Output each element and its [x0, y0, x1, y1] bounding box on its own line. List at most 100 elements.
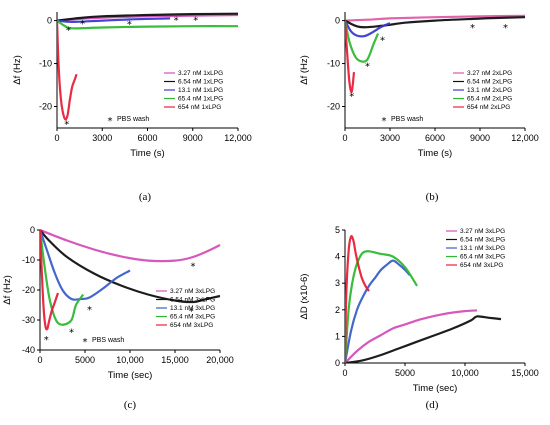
legend-label: 3.27 nM 3xLPG [460, 228, 505, 235]
series-line-5 [345, 235, 370, 363]
series-line-3 [57, 17, 171, 23]
wash-legend-label: PBS wash [391, 116, 423, 123]
series-line-3 [345, 259, 411, 363]
y-axis-label: ΔD (x10-6) [299, 274, 310, 320]
x-tick-label: 15,000 [511, 368, 539, 378]
x-tick-label: 0 [342, 368, 347, 378]
x-tick-label: 12,000 [511, 133, 539, 143]
wash-marker: * [87, 305, 92, 316]
wash-marker: * [380, 36, 385, 47]
wash-marker: * [69, 328, 74, 339]
series-line-2 [57, 12, 239, 22]
panel-label: (d) [426, 399, 439, 411]
x-axis-label: Time (sec) [108, 370, 153, 381]
legend-label: 13.1 nM 1xLPG [178, 87, 223, 94]
wash-marker: * [80, 19, 85, 30]
y-tick-label: -20 [327, 102, 340, 112]
wash-marker: * [191, 262, 196, 273]
wash-marker: * [349, 91, 354, 102]
series-line-4 [345, 20, 380, 63]
y-tick-label: 0 [47, 16, 52, 26]
series-line-2 [345, 315, 502, 363]
x-tick-label: 3000 [92, 133, 112, 143]
wash-legend-star: * [382, 116, 387, 127]
wash-legend-star: * [83, 337, 88, 348]
legend-label: 6.54 nM 2xLPG [467, 79, 512, 86]
legend-label: 13.1 nM 3xLPG [460, 245, 505, 252]
x-tick-label: 10,000 [451, 368, 479, 378]
legend-label: 3.27 nM 2xLPG [467, 70, 512, 77]
wash-marker: * [64, 119, 69, 130]
legend-label: 65.4 nM 2xLPG [467, 96, 512, 103]
panel-label: (a) [139, 191, 152, 203]
y-axis-label: Δf (Hz) [12, 55, 23, 85]
series-line-4 [40, 229, 85, 326]
y-tick-label: -10 [22, 255, 35, 265]
x-tick-label: 5000 [395, 368, 415, 378]
series-line-5 [57, 20, 78, 121]
legend-label: 6.54 nM 3xLPG [170, 297, 215, 304]
wash-marker: * [470, 23, 475, 34]
legend-label: 3.27 nM 3xLPG [170, 288, 215, 295]
x-tick-label: 5000 [75, 355, 95, 365]
wash-legend-star: * [108, 116, 113, 127]
chart-panel-b: 0 3000 6000 9000 12,000 0 -10 -20 Time (s) Δf (Hz… [299, 12, 539, 203]
legend-label: 654 nM 3xLPG [460, 262, 503, 269]
y-axis-label: Δf (Hz) [2, 275, 13, 305]
wash-marker: * [189, 307, 194, 318]
x-tick-label: 6000 [425, 133, 445, 143]
y-tick-label: -10 [327, 59, 340, 69]
series-line-4 [57, 19, 239, 30]
x-tick-label: 6000 [137, 133, 157, 143]
wash-legend-label: PBS wash [117, 116, 149, 123]
y-tick-label: 5 [335, 225, 340, 235]
x-tick-label: 0 [37, 355, 42, 365]
x-axis-label: Time (s) [418, 148, 452, 159]
legend-label: 6.54 nM 1xLPG [178, 79, 223, 86]
y-axis-label: Δf (Hz) [299, 55, 310, 85]
wash-marker: * [193, 15, 198, 26]
y-tick-label: -30 [22, 315, 35, 325]
y-tick-label: 1 [335, 331, 340, 341]
series-line-2 [40, 229, 221, 304]
wash-marker: * [365, 61, 370, 72]
chart-panel-c: 0 5000 10,000 15,000 20,000 0 -10 -20 -30 -40 Time… [2, 225, 234, 411]
y-tick-label: -20 [39, 102, 52, 112]
series-line-3 [40, 229, 131, 301]
legend-label: 654 nM 2xLPG [467, 104, 510, 111]
y-tick-label: -10 [39, 59, 52, 69]
x-axis-label: Time (sec) [413, 383, 458, 394]
legend-label: 65.4 nM 3xLPG [170, 314, 215, 321]
x-tick-label: 10,000 [116, 355, 144, 365]
x-tick-label: 9000 [183, 133, 203, 143]
panel-label: (b) [426, 191, 439, 203]
x-tick-label: 3000 [380, 133, 400, 143]
y-tick-label: -20 [22, 285, 35, 295]
y-tick-label: 0 [335, 358, 340, 368]
panel-label: (c) [124, 399, 137, 411]
legend-label: 65.4 nM 3xLPG [460, 254, 505, 261]
x-tick-label: 0 [54, 133, 59, 143]
y-tick-label: -40 [22, 345, 35, 355]
x-tick-label: 9000 [470, 133, 490, 143]
legend-label: 3.27 nM 1xLPG [178, 70, 223, 77]
x-axis-label: Time (s) [130, 148, 164, 159]
y-tick-label: 0 [30, 225, 35, 235]
wash-marker: * [127, 19, 132, 30]
x-tick-label: 15,000 [161, 355, 189, 365]
legend-label: 654 nM 1xLPG [178, 104, 221, 111]
x-tick-label: 0 [342, 133, 347, 143]
legend-label: 654 nM 3xLPG [170, 322, 213, 329]
series-line-4 [345, 250, 418, 363]
legend-label: 13.1 nM 3xLPG [170, 305, 215, 312]
y-tick-label: 2 [335, 305, 340, 315]
legend-label: 13.1 nM 2xLPG [467, 87, 512, 94]
wash-marker: * [44, 335, 49, 346]
wash-marker: * [66, 26, 71, 37]
y-tick-label: 4 [335, 252, 340, 262]
y-tick-label: 0 [335, 16, 340, 26]
wash-marker: * [503, 23, 508, 34]
chart-panel-a: 0 3000 6000 9000 12,000 0 -10 -20 Time (s) Δf (Hz… [12, 12, 252, 203]
legend-label: 6.54 nM 3xLPG [460, 237, 505, 244]
series-line-3 [345, 20, 391, 38]
